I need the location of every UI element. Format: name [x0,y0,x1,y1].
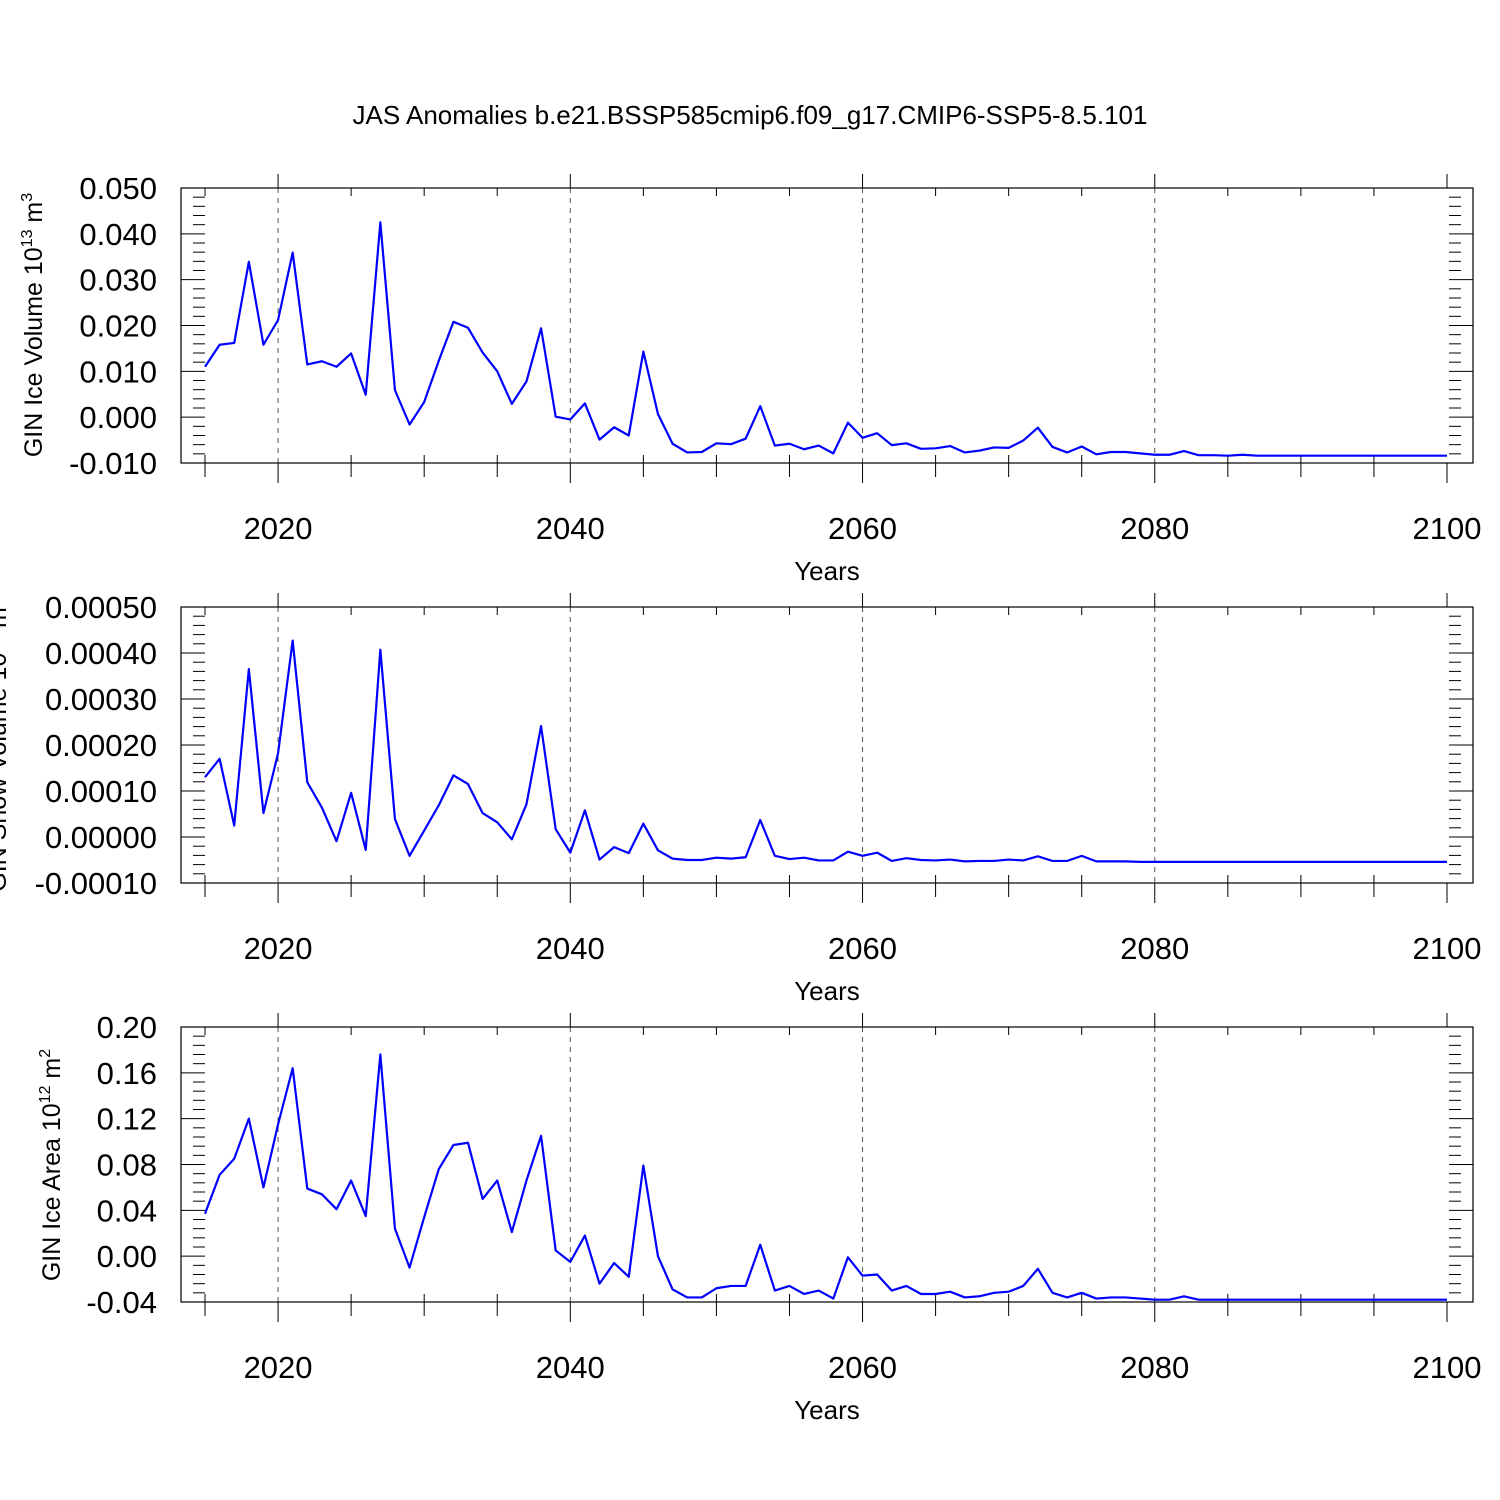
y-tick-label: 0.000 [79,400,157,435]
y-tick-label: 0.020 [79,309,157,344]
plot-frame [180,606,1474,884]
x-tick-label: 2100 [1413,931,1482,966]
y-tick-label: -0.010 [69,446,157,481]
x-tick-label: 2020 [244,931,313,966]
x-tick-label: 2080 [1120,1350,1189,1385]
y-tick-label: 0.010 [79,354,157,389]
x-tick-label: 2100 [1413,1350,1482,1385]
x-tick-label: 2100 [1413,511,1482,546]
y-tick-label: -0.00010 [35,866,157,901]
y-axis-label-exp: 2 [37,1049,54,1058]
y-axis-label-unit: m [0,607,12,635]
y-tick-label: 0.00010 [45,774,157,809]
y-tick-label: 0.040 [79,217,157,252]
y-tick-label: 0.04 [97,1193,157,1228]
y-tick-label: 0.00030 [45,682,157,717]
x-axis-label: Years [794,976,860,1006]
figure-title: JAS Anomalies b.e21.BSSP585cmip6.f09_g17… [353,100,1148,130]
x-tick-label: 2040 [536,1350,605,1385]
y-tick-label: 0.12 [97,1102,157,1137]
x-tick-label: 2060 [828,511,897,546]
y-axis-label-unit: m [38,1058,66,1086]
plot-frame [180,1026,1474,1303]
x-tick-label: 2060 [828,931,897,966]
y-tick-label: 0.16 [97,1056,157,1091]
y-axis-label-text: GIN Snow Volume 10 [0,653,12,892]
chart-panel-2: 2020 2040 2060 2080 2100 -0.00010 0.00000 0.000… [0,590,1481,1006]
x-tick-label: 2020 [244,511,313,546]
y-tick-label: 0.00000 [45,820,157,855]
y-tick-label: 0.00040 [45,636,157,671]
y-tick-label: 0.20 [97,1010,157,1045]
series-line [204,639,1447,863]
x-tick-label: 2020 [244,1350,313,1385]
x-axis-label: Years [794,1395,860,1425]
y-axis-label-text: GIN Ice Volume 10 [20,247,48,457]
y-axis-label: GIN Ice Volume 1013 m3 [19,193,48,457]
y-tick-label: 0.030 [79,263,157,298]
y-tick-label: 0.00020 [45,728,157,763]
y-tick-label: 0.08 [97,1148,157,1183]
y-tick-label: -0.04 [86,1285,157,1320]
x-tick-label: 2060 [828,1350,897,1385]
y-axis-label-exp: 12 [37,1085,54,1103]
y-axis-label: GIN Ice Area 1012 m2 [37,1049,66,1281]
y-axis-label-unit: m [20,202,48,230]
chart-panel-3: 2020 2040 2060 2080 2100 -0.04 0.00 0.04 0.08 0.1… [37,1010,1481,1425]
y-axis-label: GIN Snow Volume 1013 m3 [0,598,12,892]
x-tick-label: 2040 [536,931,605,966]
x-tick-label: 2080 [1120,511,1189,546]
chart-panels: 2020 2040 2060 2080 2100 -0.010 0.000 0.010 0.02… [0,171,1481,1425]
chart-panel-1: 2020 2040 2060 2080 2100 -0.010 0.000 0.010 0.02… [19,171,1481,586]
y-tick-label: 0.00 [97,1239,157,1274]
series-line [204,221,1447,457]
y-axis-label-exp: 13 [19,229,36,247]
x-tick-label: 2040 [536,511,605,546]
y-axis-label-exp: 3 [19,193,36,202]
x-tick-label: 2080 [1120,931,1189,966]
y-tick-label: 0.00050 [45,590,157,625]
series-line [203,1053,1447,1301]
y-axis-label-text: GIN Ice Area 10 [38,1103,66,1281]
y-tick-label: 0.050 [79,171,157,206]
x-axis-label: Years [794,556,860,586]
plot-frame [180,187,1474,464]
